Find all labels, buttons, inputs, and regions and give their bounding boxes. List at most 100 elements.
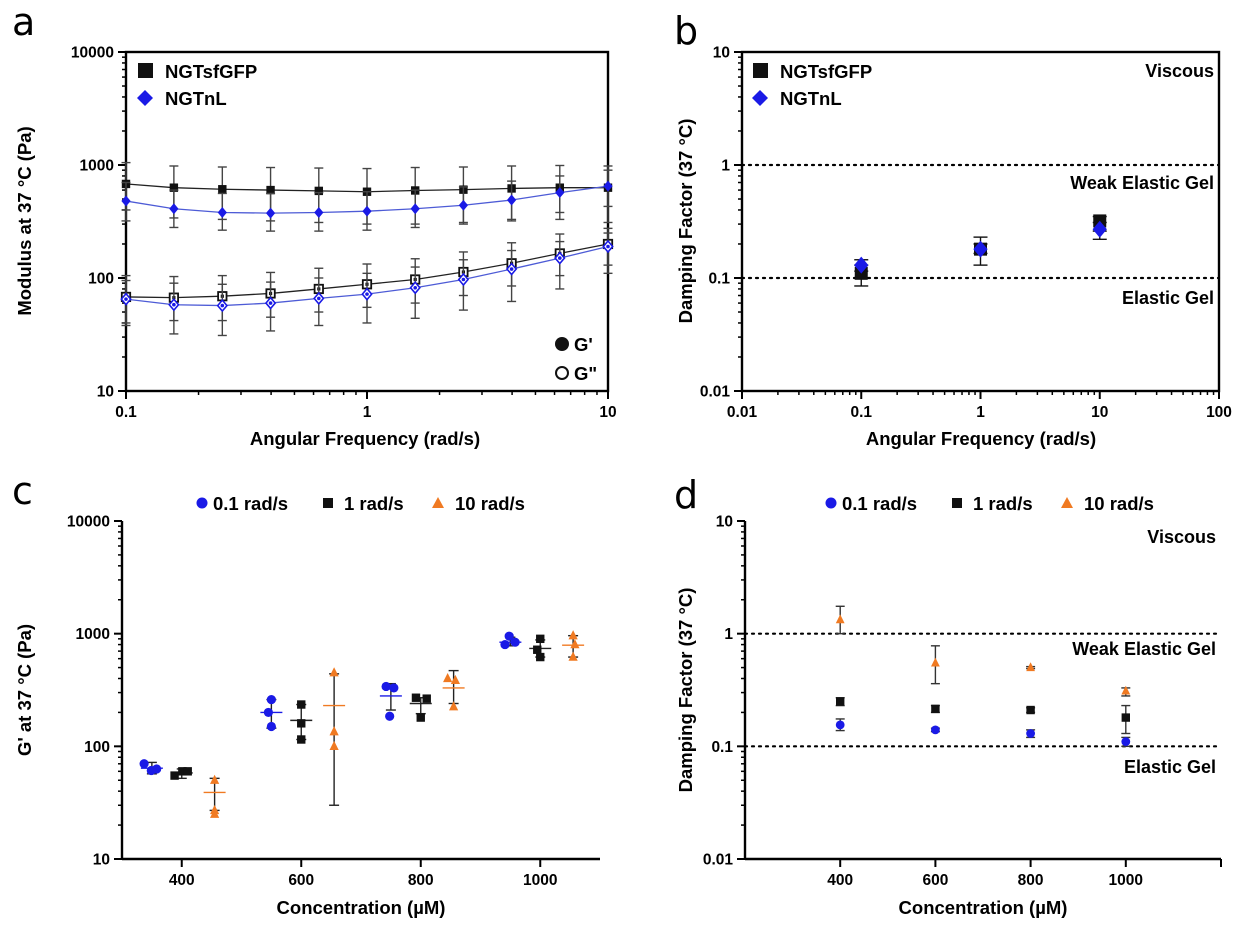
data-point [603, 180, 613, 192]
legend-marker-10-rad-s [1061, 497, 1073, 508]
y-tick-label: 10 [97, 384, 114, 401]
data-point [170, 771, 179, 780]
data-point [510, 637, 520, 647]
data-point [500, 639, 510, 650]
data-point [152, 764, 162, 774]
y-tick-label: 10 [93, 852, 110, 869]
data-point [410, 203, 420, 215]
data-point [1092, 220, 1107, 238]
data-point [536, 652, 545, 662]
data-point-center [124, 297, 128, 301]
data-point [329, 667, 339, 677]
x-tick-label: 1 [363, 404, 372, 421]
data-point [297, 719, 306, 728]
group-6 [930, 645, 940, 685]
legend-marker-0-1-rad-s [196, 497, 208, 509]
data-point [835, 720, 845, 730]
data-point [411, 693, 421, 702]
legend-marker-1-rad-s [323, 498, 333, 508]
data-point [931, 657, 940, 667]
data-point [504, 631, 514, 641]
data-point [169, 183, 179, 192]
data-point-center [365, 292, 369, 296]
data-point [1121, 737, 1131, 747]
data-point [536, 634, 545, 644]
group-3 [203, 774, 226, 818]
x-tick-label: 10 [599, 404, 616, 421]
group-2 [835, 697, 845, 707]
data-point-center [558, 256, 562, 260]
group-7 [379, 681, 402, 721]
data-point [1121, 685, 1131, 695]
panel-d: d Concentration (µM) Damping Factor (37 … [674, 473, 1223, 918]
legend-label-ngtnl: NGTnL [780, 88, 842, 109]
data-point [416, 713, 425, 722]
panel-c: c Concentration (µM) G' at 37 °C (Pa) 0.… [12, 469, 600, 918]
panel-label-d: d [674, 473, 698, 517]
group-8 [409, 693, 432, 722]
group-4 [260, 694, 283, 732]
legend-label-1-rad-s: 1 rad/s [973, 493, 1033, 514]
group-12 [562, 630, 585, 661]
data-point [385, 711, 395, 721]
data-point [266, 185, 275, 195]
panel-b: b Angular Frequency (rad/s) Damping Fact… [674, 9, 1232, 449]
group-10 [499, 631, 522, 650]
y-tick-label: 1 [721, 158, 730, 175]
data-point [121, 195, 131, 207]
panel-c-y-axis-title: G' at 37 °C (Pa) [14, 624, 35, 756]
panel-label-b: b [674, 9, 698, 53]
group-10 [1121, 736, 1131, 748]
group-8 [1026, 705, 1036, 715]
legend-label-1-rad-s: 1 rad/s [344, 493, 404, 514]
data-point [931, 704, 940, 714]
x-tick-label: 0.1 [850, 404, 872, 421]
data-point [381, 681, 391, 692]
legend-marker-ngtsfgfp [138, 63, 153, 78]
data-point [178, 767, 187, 776]
group-6 [323, 667, 346, 806]
data-point [1121, 713, 1130, 722]
data-point [458, 199, 469, 211]
group-3 [835, 605, 845, 635]
y-tick-label: 10000 [71, 45, 114, 62]
legend-label-ngtnl: NGTnL [165, 88, 227, 109]
data-point [169, 203, 179, 215]
annotation-viscous: Viscous [1145, 61, 1214, 81]
group-9 [1026, 662, 1036, 672]
data-point [266, 721, 276, 732]
data-point [555, 187, 565, 199]
legend-label-g-prime: G' [574, 334, 593, 355]
y-tick-label: 0.1 [708, 271, 730, 288]
panel-d-y-axis-title: Damping Factor (37 °C) [675, 588, 696, 793]
y-tick-label: 0.1 [711, 739, 733, 756]
data-point [210, 774, 220, 784]
legend-label-g-double-prime: G" [574, 363, 597, 384]
y-tick-label: 10000 [67, 514, 110, 531]
group-5 [930, 704, 940, 714]
legend-marker-ngtsfgfp [753, 63, 768, 78]
x-tick-label: 600 [922, 872, 948, 889]
x-tick-label: 1000 [1109, 872, 1143, 889]
data-point [139, 759, 149, 769]
group-11 [529, 634, 552, 662]
data-point-center [413, 285, 418, 290]
x-tick-label: 400 [827, 872, 853, 889]
panel-d-x-axis-title: Concentration (µM) [899, 897, 1068, 918]
data-point [1026, 705, 1035, 715]
legend-marker-g-prime [555, 337, 569, 351]
data-point [836, 697, 845, 706]
y-tick-label: 100 [84, 739, 110, 756]
legend-label-ngtsfgfp: NGTsfGFP [165, 61, 257, 82]
data-point [973, 240, 988, 258]
annotation-elastic-gel: Elastic Gel [1124, 757, 1216, 777]
x-tick-label: 600 [288, 872, 314, 889]
annotation-weak-elastic-gel: Weak Elastic Gel [1070, 173, 1214, 193]
data-point-center [461, 277, 466, 282]
data-point [570, 639, 580, 649]
data-point [218, 185, 227, 194]
group-12 [1121, 685, 1131, 697]
data-point-center [268, 301, 273, 305]
panel-label-a: a [12, 0, 35, 44]
data-point [506, 194, 517, 206]
